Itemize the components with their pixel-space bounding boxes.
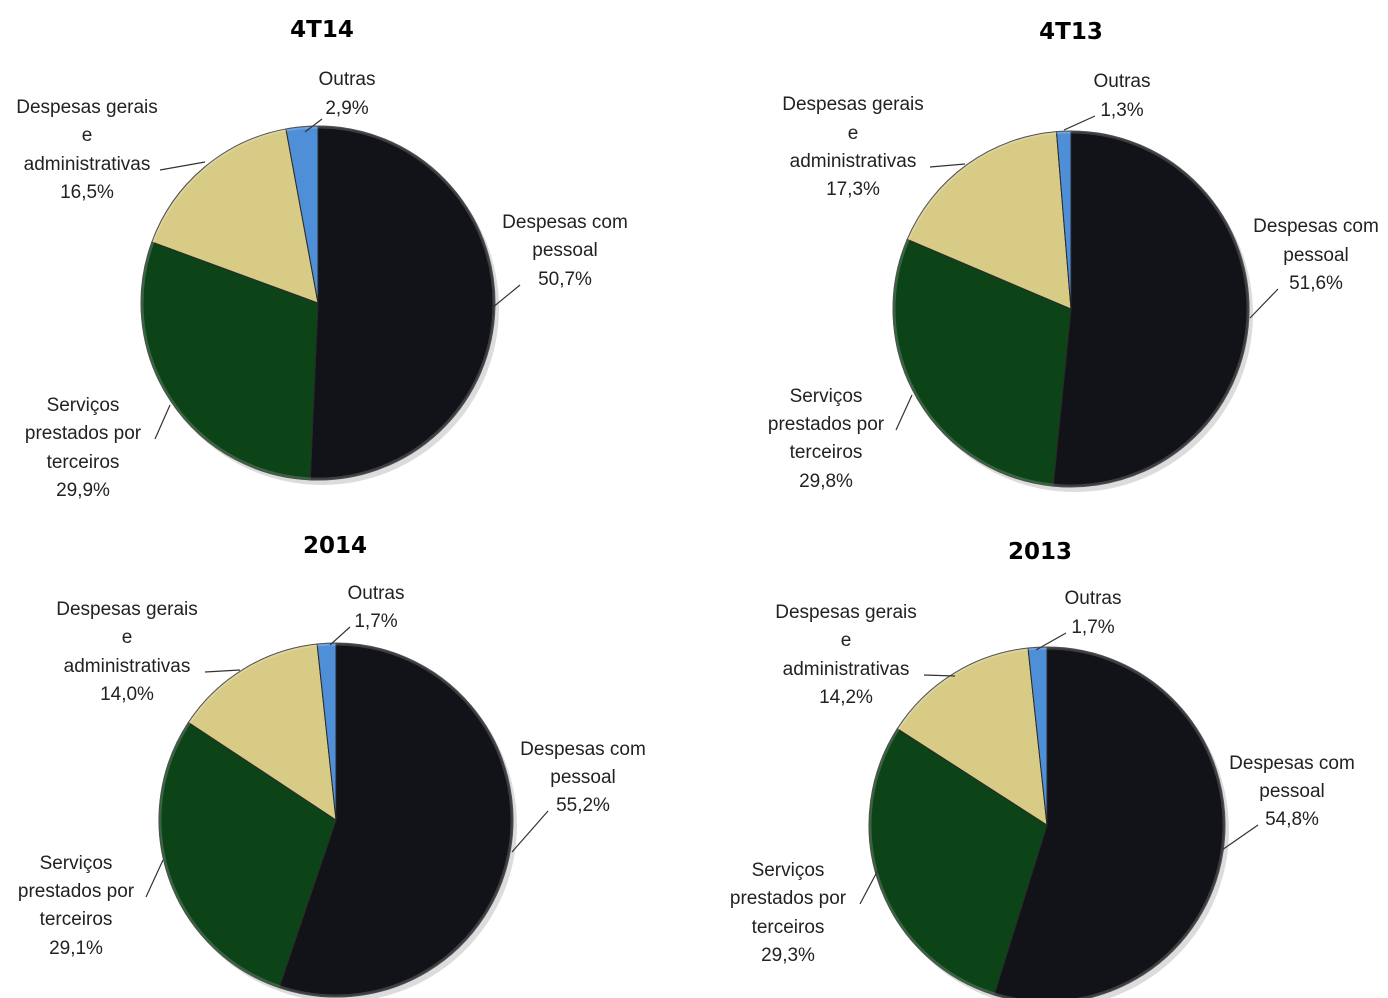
pie-rim [140, 125, 496, 481]
slice-label-despesas-pessoal: Despesas com [502, 212, 628, 233]
slice-label-despesas-gerais: e [82, 125, 93, 146]
leader-line [491, 284, 521, 309]
pie-slice-outras [1055, 130, 1072, 310]
pie-slice-servicos-terceiros [140, 241, 319, 481]
slice-value-despesas-gerais: 14,0% [100, 684, 154, 705]
slice-value-outras: 1,3% [1100, 100, 1143, 121]
pie-rim [158, 642, 514, 998]
chart-title: 4T13 [1039, 19, 1103, 45]
pie-slice-despesas-gerais [151, 128, 319, 304]
leader-line [154, 404, 171, 440]
pie-slice-outras [1027, 646, 1048, 826]
slice-label-despesas-gerais: Despesas gerais [782, 94, 924, 115]
slice-label-despesas-gerais: Despesas gerais [16, 97, 158, 118]
slice-label-outras: Outras [347, 583, 404, 604]
leader-line [304, 118, 323, 133]
leader-line [1063, 115, 1096, 131]
slice-value-outras: 1,7% [1071, 617, 1114, 638]
pie-slice-despesas-gerais [896, 647, 1048, 826]
slice-label-despesas-gerais: Despesas gerais [775, 602, 917, 623]
pie-slice-despesas-gerais [906, 131, 1072, 310]
slice-label-despesas-pessoal: pessoal [550, 767, 616, 788]
slice-value-outras: 1,7% [354, 611, 397, 632]
slice-label-servicos-terceiros: prestados por [25, 423, 142, 444]
slice-value-servicos-terceiros: 29,1% [49, 938, 103, 959]
slice-label-outras: Outras [318, 69, 375, 90]
pie-rim [892, 130, 1250, 488]
pie-chart-2014: 2014 Despesas com pessoal 55,2% Serviços pres… [18, 533, 646, 998]
pie-chart-4t14: 4T14 Despesas com pessoal 50,7% Serviços pres… [16, 17, 628, 501]
pie-slice-servicos-terceiros [158, 721, 337, 989]
slice-label-servicos-terceiros: Serviços [790, 386, 863, 407]
pie-slice-servicos-terceiros [892, 238, 1072, 487]
slice-label-despesas-gerais: Despesas gerais [56, 599, 198, 620]
leader-line [329, 626, 351, 646]
leader-line [511, 810, 549, 853]
slice-label-servicos-terceiros: Serviços [40, 853, 113, 874]
leader-line [895, 394, 913, 431]
pie-slice-despesas-pessoal [1052, 130, 1250, 488]
pie-chart-4t13: 4T13 Despesas com pessoal 51,6% Serviços pres… [768, 19, 1379, 492]
slice-value-servicos-terceiros: 29,8% [799, 471, 853, 492]
pie-chart-2013: 2013 Despesas com pessoal 54,8% Serviços pres… [730, 539, 1355, 998]
slice-label-despesas-pessoal: Despesas com [1229, 753, 1355, 774]
slice-label-servicos-terceiros: terceiros [40, 909, 113, 930]
pie-rim [868, 646, 1226, 998]
pie-slice-servicos-terceiros [868, 727, 1048, 996]
chart-title: 2013 [1008, 539, 1072, 565]
slice-label-servicos-terceiros: prestados por [768, 414, 885, 435]
slice-label-despesas-gerais: e [848, 123, 859, 144]
slice-label-despesas-gerais: administrativas [790, 151, 917, 172]
chart-title: 4T14 [290, 17, 354, 43]
slice-label-servicos-terceiros: terceiros [752, 917, 825, 938]
slice-label-despesas-pessoal: pessoal [532, 240, 598, 261]
slice-label-servicos-terceiros: terceiros [47, 452, 120, 473]
leader-line [1249, 288, 1279, 319]
leader-line [159, 161, 206, 171]
leader-line [929, 163, 966, 168]
slice-label-despesas-pessoal: Despesas com [1253, 216, 1379, 237]
pie-slice-despesas-pessoal [993, 646, 1226, 998]
pie-slice-outras [285, 125, 319, 304]
slice-label-servicos-terceiros: Serviços [47, 395, 120, 416]
pie-slice-despesas-pessoal [309, 125, 496, 481]
slice-value-despesas-gerais: 17,3% [826, 179, 880, 200]
slice-label-outras: Outras [1093, 71, 1150, 92]
slice-label-despesas-pessoal: pessoal [1259, 781, 1325, 802]
slice-value-despesas-gerais: 14,2% [819, 687, 873, 708]
leader-line [1035, 632, 1067, 651]
slice-value-despesas-pessoal: 50,7% [538, 269, 592, 290]
slice-value-servicos-terceiros: 29,3% [761, 945, 815, 966]
leader-line [145, 859, 164, 898]
slice-label-servicos-terceiros: prestados por [18, 881, 135, 902]
slice-value-despesas-pessoal: 54,8% [1265, 809, 1319, 830]
slice-label-servicos-terceiros: Serviços [752, 860, 825, 881]
slice-value-despesas-gerais: 16,5% [60, 182, 114, 203]
slice-value-servicos-terceiros: 29,9% [56, 480, 110, 501]
leader-line [1221, 824, 1259, 851]
pie-slice-despesas-gerais [187, 643, 337, 822]
slice-label-servicos-terceiros: terceiros [790, 442, 863, 463]
leader-line [204, 669, 241, 673]
slice-label-despesas-gerais: administrativas [64, 656, 191, 677]
slice-label-outras: Outras [1064, 588, 1121, 609]
chart-title: 2014 [303, 533, 367, 559]
pie-slice-despesas-pessoal [278, 642, 514, 998]
slice-label-despesas-pessoal: pessoal [1283, 245, 1349, 266]
leader-line [859, 869, 879, 905]
slice-label-servicos-terceiros: prestados por [730, 888, 847, 909]
pie-slice-outras [316, 642, 337, 821]
slice-value-outras: 2,9% [325, 98, 368, 119]
slice-value-despesas-pessoal: 51,6% [1289, 273, 1343, 294]
leader-line [923, 674, 956, 677]
slice-label-despesas-gerais: administrativas [783, 659, 910, 680]
slice-label-despesas-gerais: e [841, 630, 852, 651]
slice-label-despesas-gerais: administrativas [24, 154, 151, 175]
slice-label-despesas-pessoal: Despesas com [520, 739, 646, 760]
slice-value-despesas-pessoal: 55,2% [556, 795, 610, 816]
slice-label-despesas-gerais: e [122, 627, 133, 648]
